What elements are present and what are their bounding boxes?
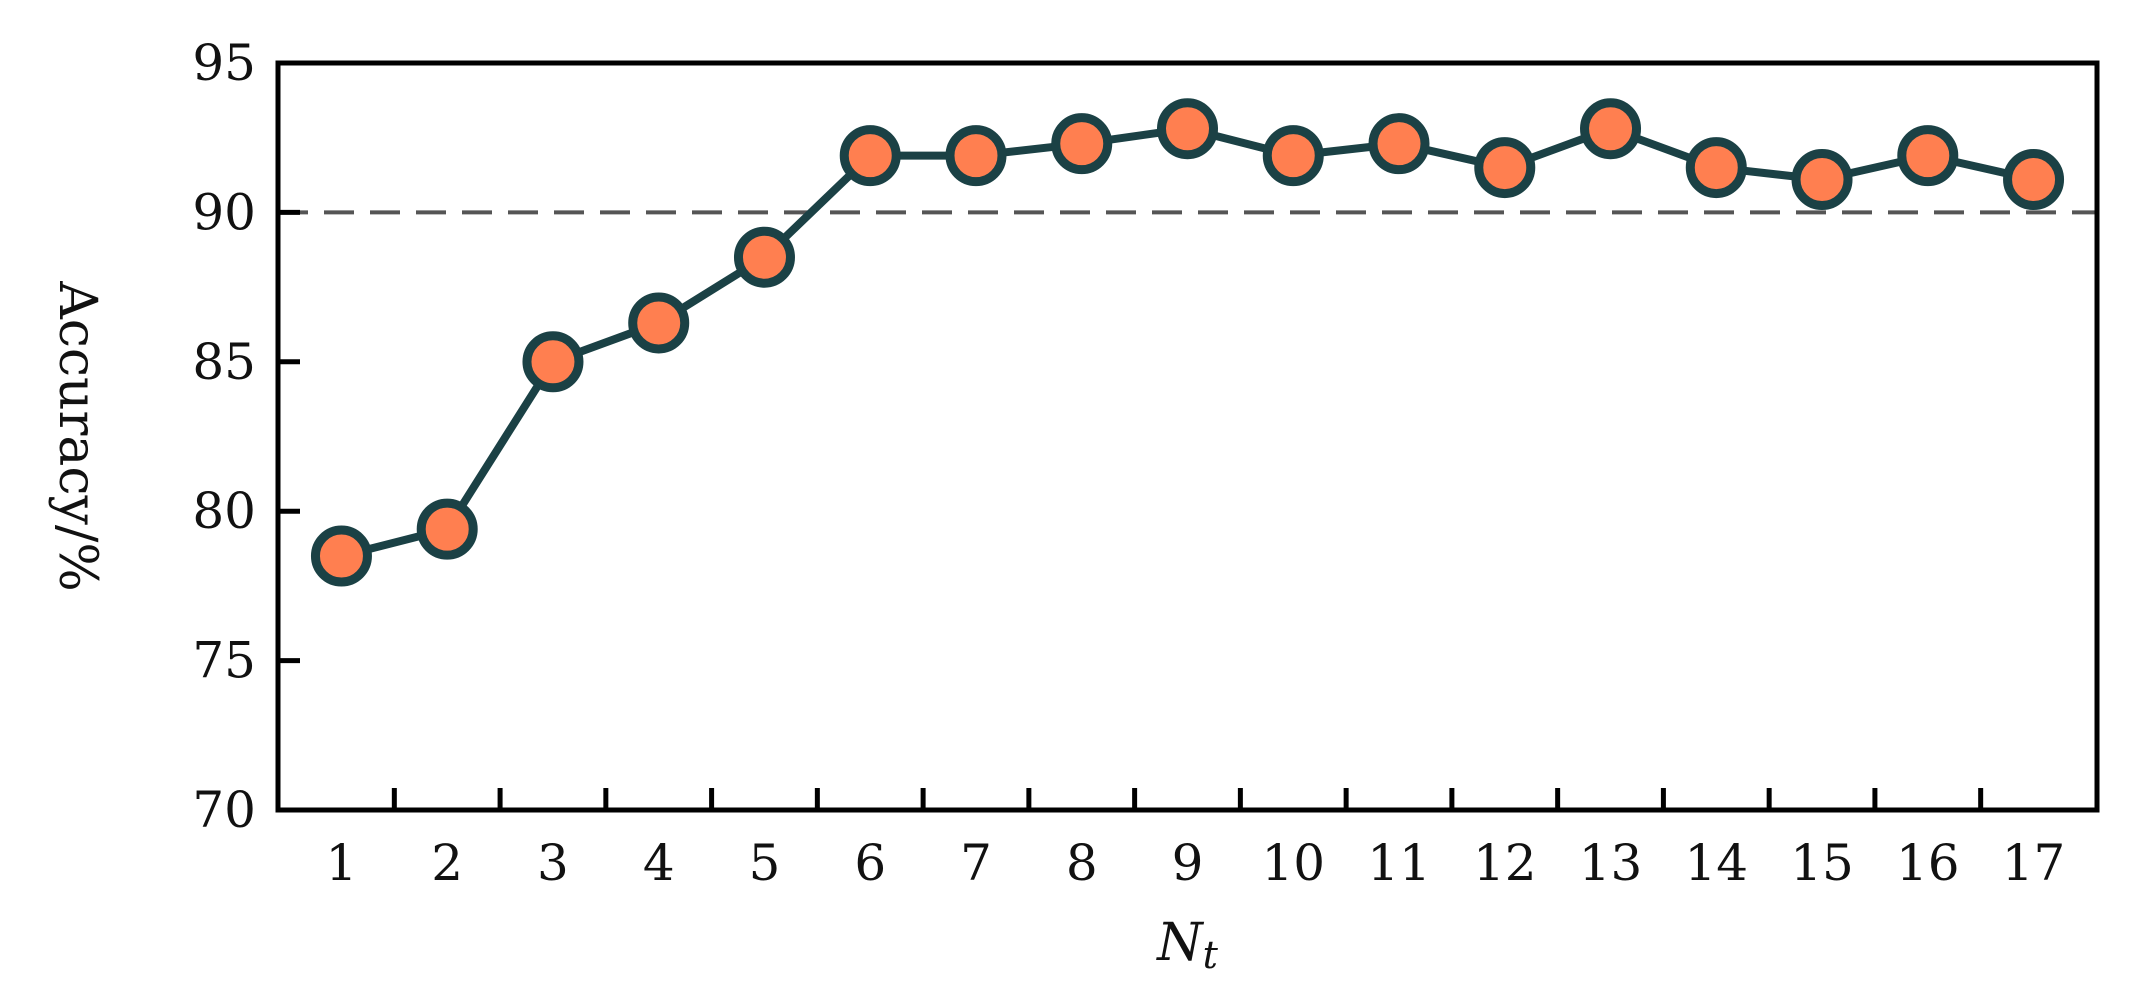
axes-layer: [275, 60, 2100, 813]
data-point-15: [1791, 149, 1853, 211]
data-point-17: [2003, 149, 2065, 211]
y-tick-label-80: 80: [192, 482, 256, 540]
x-tick-label-8: 8: [1066, 834, 1098, 892]
data-point-8: [1051, 113, 1113, 175]
x-tick-label-1: 1: [326, 834, 358, 892]
x-tick-label-15: 15: [1790, 834, 1854, 892]
data-point-4: [628, 292, 690, 354]
x-tick-label-3: 3: [537, 834, 569, 892]
data-point-9: [1157, 98, 1218, 160]
y-tick-label-85: 85: [192, 333, 256, 391]
x-tick-label-17: 17: [2002, 834, 2066, 892]
data-point-13: [1580, 98, 1642, 160]
x-tick-label-14: 14: [1684, 834, 1748, 892]
x-axis-label-main: N: [1155, 913, 1204, 973]
series-line: [340, 124, 2035, 560]
x-tick-label-13: 13: [1579, 834, 1643, 892]
x-tick-label-12: 12: [1473, 834, 1537, 892]
data-point-14: [1685, 137, 1747, 199]
data-point-2: [416, 498, 478, 560]
data-point-6: [839, 125, 901, 187]
y-tick-label-75: 75: [192, 632, 256, 690]
data-point-11: [1368, 113, 1430, 175]
data-point-1: [310, 525, 372, 587]
series-layer: [310, 98, 2065, 587]
x-axis-label-subscript: t: [1203, 933, 1219, 977]
x-tick-label-16: 16: [1896, 834, 1960, 892]
data-point-7: [945, 125, 1007, 187]
x-axis-label: Nt: [1155, 913, 1219, 977]
x-tick-label-5: 5: [749, 834, 781, 892]
plot-frame: [275, 60, 2100, 813]
x-tick-label-9: 9: [1172, 834, 1204, 892]
x-tick-label-2: 2: [431, 834, 463, 892]
y-tick-label-90: 90: [192, 183, 256, 241]
data-point-16: [1897, 125, 1959, 187]
x-tick-label-11: 11: [1367, 834, 1431, 892]
x-tick-label-10: 10: [1261, 834, 1325, 892]
x-tick-label-4: 4: [643, 834, 675, 892]
data-point-3: [522, 331, 584, 393]
x-tick-label-7: 7: [960, 834, 992, 892]
y-tick-label-95: 95: [192, 34, 256, 92]
data-point-5: [733, 226, 795, 288]
y-tick-label-70: 70: [192, 781, 256, 839]
x-tick-label-6: 6: [854, 834, 886, 892]
data-point-10: [1262, 125, 1324, 187]
y-axis-label: Accuracy/%: [47, 280, 107, 592]
data-point-12: [1474, 137, 1536, 199]
